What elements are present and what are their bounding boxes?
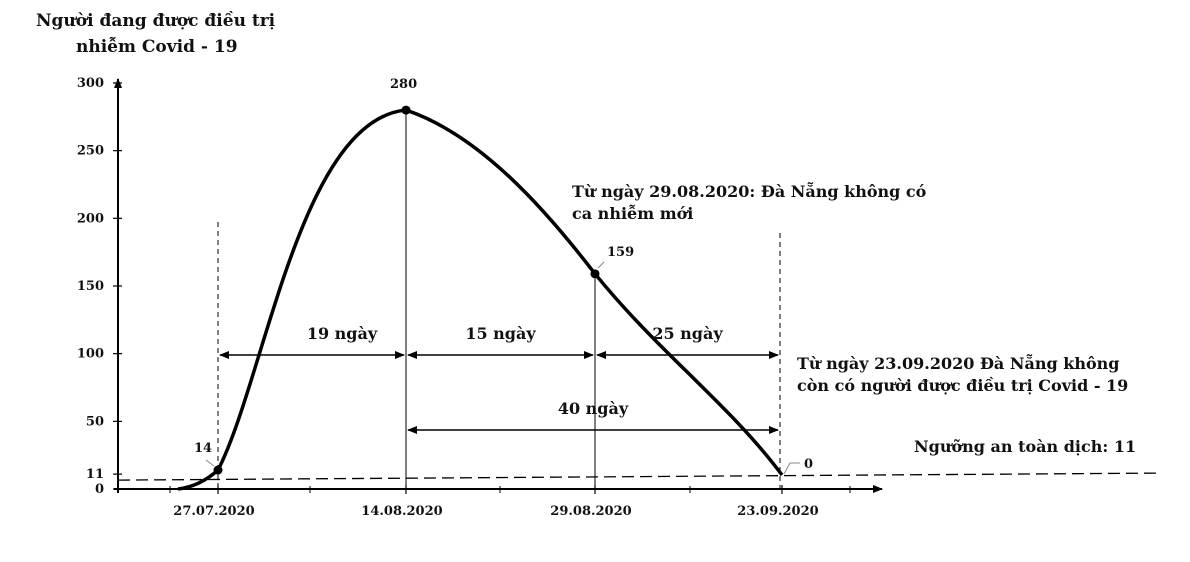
y-tick-label: 300 (77, 76, 104, 91)
x-tick-label: 27.07.2020 (173, 504, 254, 519)
data-label: 0 (804, 457, 813, 472)
data-label: 280 (390, 77, 417, 92)
data-point (401, 105, 411, 115)
y-tick-label: 150 (77, 279, 104, 294)
threshold-label: Ngưỡng an toàn dịch: 11 (914, 437, 1137, 456)
interval-label: 40 ngày (558, 399, 629, 418)
x-tick-label: 29.08.2020 (550, 504, 631, 519)
annotation-no-patients: Từ ngày 23.09.2020 Đà Nẵng không còn có … (797, 353, 1128, 397)
y-tick-label: 250 (77, 144, 104, 159)
data-label: 14 (194, 441, 212, 456)
series-line (177, 108, 784, 491)
y-tick-label: 200 (77, 211, 104, 226)
data-points (205, 105, 800, 475)
chart-title: Người đang được điều trị nhiễm Covid - 1… (36, 8, 336, 60)
guide-lines (217, 110, 781, 489)
y-tick-label: 50 (86, 414, 104, 429)
chart-title-line-1: Người đang được điều trị (36, 11, 276, 31)
annotation-no-new-cases: Từ ngày 29.08.2020: Đà Nẵng không có ca … (572, 181, 926, 225)
data-point (590, 269, 600, 279)
data-label: 159 (607, 245, 634, 260)
y-tick-label: 11 (86, 467, 104, 482)
threshold-line-group (117, 472, 1159, 481)
annotation-no-patients-line-2: còn có người được điều trị Covid - 19 (797, 376, 1129, 395)
data-label-leader (783, 462, 800, 475)
interval-label: 25 ngày (652, 324, 723, 343)
y-tick-label: 0 (95, 482, 104, 497)
y-tick-label: 100 (77, 347, 104, 362)
threshold-line (117, 472, 1159, 481)
annotation-no-patients-line-1: Từ ngày 23.09.2020 Đà Nẵng không (797, 354, 1120, 373)
interval-arrows (219, 351, 779, 434)
annotation-no-new-cases-line-2: ca nhiễm mới (572, 204, 694, 223)
axes (113, 78, 883, 494)
data-label-leader (597, 261, 605, 269)
data-point (213, 465, 223, 475)
chart-title-line-2: nhiễm Covid - 19 (76, 37, 238, 57)
x-tick-label: 23.09.2020 (737, 504, 818, 519)
annotation-no-new-cases-line-1: Từ ngày 29.08.2020: Đà Nẵng không có (572, 182, 927, 201)
x-tick-label: 14.08.2020 (361, 504, 442, 519)
curve-group (177, 108, 784, 491)
data-label-leader (205, 459, 215, 467)
interval-label: 19 ngày (307, 324, 378, 343)
interval-label: 15 ngày (465, 324, 536, 343)
